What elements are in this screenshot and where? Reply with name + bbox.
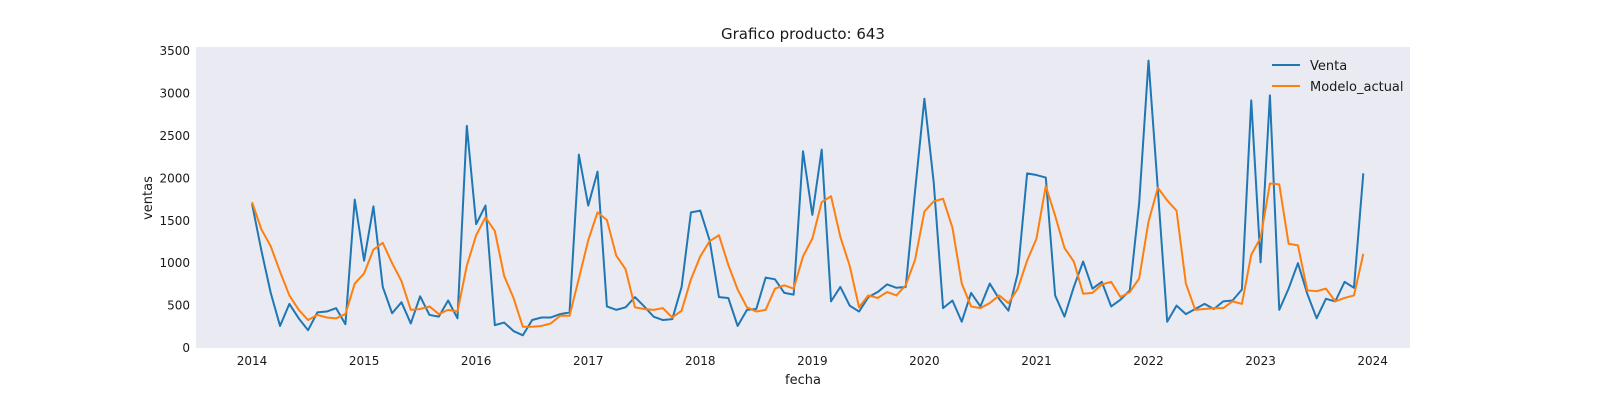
y-axis-label: ventas (141, 176, 156, 220)
x-tick-label: 2018 (685, 354, 716, 368)
series-layer (251, 59, 1365, 337)
x-axis-label: fecha (785, 373, 821, 388)
y-tick-label: 500 (167, 299, 190, 313)
legend-label-modelo-actual: Modelo_actual (1310, 80, 1404, 95)
chart-title: Grafico producto: 643 (721, 25, 885, 43)
x-axis-ticks: 2014 2015 2016 2017 2018 2019 2020 2021 2022 2023… (237, 354, 1388, 368)
x-tick-label: 2021 (1021, 354, 1052, 368)
x-tick-label: 2020 (909, 354, 940, 368)
y-tick-label: 3000 (159, 87, 190, 101)
legend: Venta Modelo_actual (1272, 59, 1404, 95)
y-tick-label: 3500 (159, 44, 190, 58)
y-tick-label: 1500 (159, 214, 190, 228)
y-tick-label: 1000 (159, 256, 190, 270)
x-tick-label: 2019 (797, 354, 828, 368)
x-tick-label: 2014 (237, 354, 268, 368)
series-line-venta (251, 59, 1365, 337)
x-tick-label: 2024 (1357, 354, 1388, 368)
x-tick-label: 2022 (1133, 354, 1164, 368)
plot-area (196, 47, 1410, 348)
y-tick-label: 2000 (159, 171, 190, 185)
x-tick-label: 2015 (349, 354, 380, 368)
y-axis-ticks: 0 500 1000 1500 2000 2500 3000 3500 (159, 44, 190, 355)
x-tick-label: 2017 (573, 354, 604, 368)
legend-label-venta: Venta (1310, 59, 1347, 74)
series-line-modelo-actual (251, 182, 1365, 328)
y-tick-label: 2500 (159, 129, 190, 143)
x-tick-label: 2023 (1245, 354, 1276, 368)
y-tick-label: 0 (182, 341, 190, 355)
x-tick-label: 2016 (461, 354, 492, 368)
